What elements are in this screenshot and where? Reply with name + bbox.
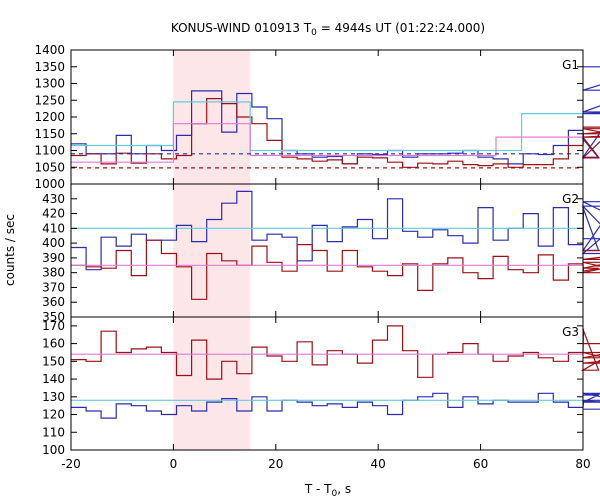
y-tick-label-g2-430: 430 — [42, 192, 65, 206]
y-tick-label-g1-1100: 1100 — [34, 144, 65, 158]
x-axis-label: T - T0, s — [304, 482, 351, 499]
panel-frame-g3 — [70, 316, 584, 451]
x-tick-label-0: 0 — [170, 457, 178, 471]
y-tick-label-g1-1200: 1200 — [34, 110, 65, 124]
shaded-interval-g2 — [173, 184, 251, 317]
x-tick-label-60: 60 — [473, 457, 488, 471]
y-axis-label: counts / sec — [3, 214, 17, 286]
series-g1-pink-step-3 — [71, 123, 583, 163]
panel-label-g2: G2 — [562, 192, 579, 206]
series-g3-red-step-1 — [71, 325, 600, 380]
series-g2-blue-step-0 — [71, 190, 600, 271]
y-tick-label-g3-100: 100 — [42, 443, 65, 457]
y-tick-label-g2-400: 400 — [42, 236, 65, 250]
panel-label-g3: G3 — [562, 325, 579, 339]
y-tick-label-g3-140: 140 — [42, 372, 65, 386]
y-tick-label-g1-1300: 1300 — [34, 77, 65, 91]
y-tick-label-g3-120: 120 — [42, 408, 65, 422]
y-tick-label-g3-110: 110 — [42, 425, 65, 439]
y-tick-label-g2-380: 380 — [42, 266, 65, 280]
series-g1-red-step-1 — [71, 98, 600, 168]
y-tick-label-g2-360: 360 — [42, 295, 65, 309]
y-tick-label-g1-1150: 1150 — [34, 127, 65, 141]
x-tick-label-80: 80 — [575, 457, 590, 471]
x-tick-label--20: -20 — [61, 457, 81, 471]
y-tick-label-g2-350: 350 — [42, 310, 65, 324]
y-tick-label-g1-1250: 1250 — [34, 93, 65, 107]
y-tick-label-g2-390: 390 — [42, 251, 65, 265]
y-tick-label-g3-130: 130 — [42, 390, 65, 404]
shaded-interval-g3 — [173, 317, 251, 450]
y-tick-label-g1-1400: 1400 — [34, 43, 65, 57]
y-tick-label-g1-1000: 1000 — [34, 177, 65, 191]
series-g1-cyan-step-2 — [71, 101, 583, 152]
y-tick-label-g3-170: 170 — [42, 319, 65, 333]
y-tick-label-g2-420: 420 — [42, 207, 65, 221]
y-tick-label-g1-1350: 1350 — [34, 60, 65, 74]
y-tick-label-g1-1050: 1050 — [34, 160, 65, 174]
y-tick-label-g3-160: 160 — [42, 337, 65, 351]
series-g3-blue-step-0 — [71, 392, 600, 419]
y-tick-label-g3-150: 150 — [42, 354, 65, 368]
x-tick-label-40: 40 — [371, 457, 386, 471]
chart-title: KONUS-WIND 010913 T0 = 4944s UT (01:22:2… — [171, 21, 485, 38]
panel-label-g1: G1 — [562, 58, 579, 72]
x-tick-label-20: 20 — [268, 457, 283, 471]
series-g1-blue-step-0 — [71, 66, 600, 165]
y-tick-label-g2-410: 410 — [42, 221, 65, 235]
y-tick-label-g2-370: 370 — [42, 280, 65, 294]
series-g2-red-step-1 — [71, 239, 600, 300]
